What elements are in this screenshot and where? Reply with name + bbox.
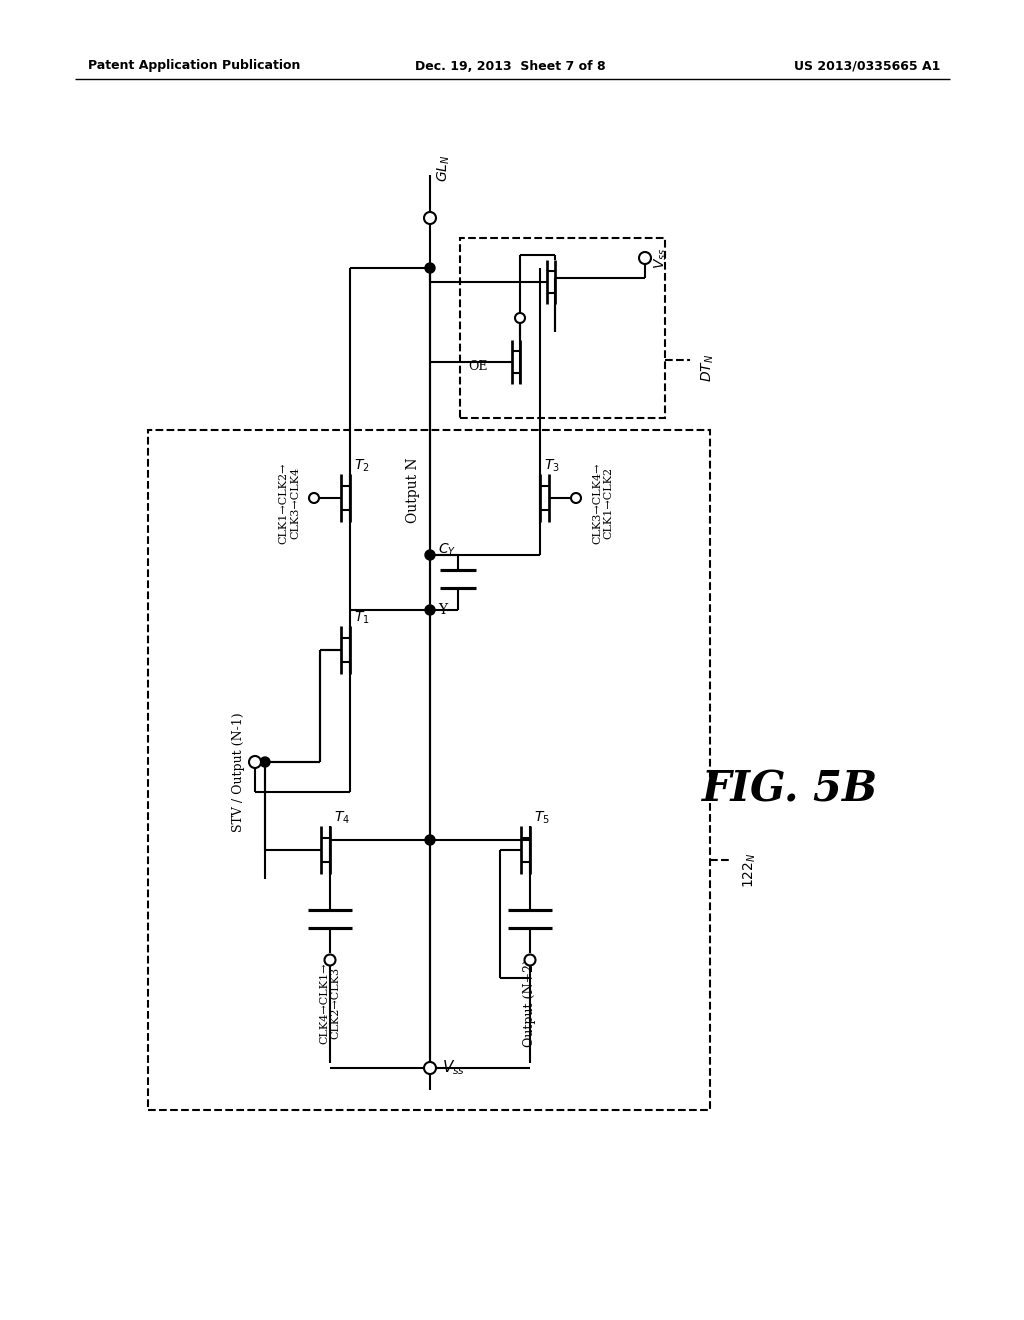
Text: $DT_N$: $DT_N$ [700, 354, 717, 381]
Circle shape [249, 756, 261, 768]
Text: $V_{ss}$: $V_{ss}$ [442, 1059, 465, 1077]
Text: OE: OE [469, 360, 488, 374]
Text: CLK4→CLK1→
CLK2→CLK3: CLK4→CLK1→ CLK2→CLK3 [319, 962, 341, 1044]
Text: CLK3→CLK4→
CLK1→CLK2: CLK3→CLK4→ CLK1→CLK2 [592, 462, 613, 544]
Text: $122_N$: $122_N$ [742, 853, 759, 888]
Text: FIG. 5B: FIG. 5B [701, 770, 878, 810]
Text: $T_3$: $T_3$ [544, 458, 560, 474]
Text: Dec. 19, 2013  Sheet 7 of 8: Dec. 19, 2013 Sheet 7 of 8 [415, 59, 605, 73]
Text: $T_5$: $T_5$ [534, 809, 550, 826]
Circle shape [515, 313, 525, 323]
Text: Output (N+2): Output (N+2) [523, 960, 537, 1047]
Circle shape [639, 252, 651, 264]
Circle shape [260, 756, 270, 767]
Text: $T_4$: $T_4$ [334, 809, 350, 826]
Text: STV / Output (N-1): STV / Output (N-1) [232, 713, 245, 832]
Circle shape [571, 492, 581, 503]
Circle shape [425, 263, 435, 273]
Text: US 2013/0335665 A1: US 2013/0335665 A1 [794, 59, 940, 73]
Text: $GL_N$: $GL_N$ [436, 154, 453, 182]
Text: $C_Y$: $C_Y$ [438, 541, 457, 558]
Circle shape [424, 213, 436, 224]
Text: CLK1→CLK2→
CLK3→CLK4: CLK1→CLK2→ CLK3→CLK4 [279, 462, 300, 544]
Text: Output N: Output N [406, 457, 420, 523]
Text: $T_2$: $T_2$ [354, 458, 370, 474]
Circle shape [425, 550, 435, 560]
Circle shape [425, 605, 435, 615]
Text: Patent Application Publication: Patent Application Publication [88, 59, 300, 73]
Text: $T_1$: $T_1$ [354, 610, 370, 626]
Circle shape [524, 954, 536, 965]
Text: Y: Y [438, 603, 447, 616]
Circle shape [424, 1063, 436, 1074]
Text: $V_{ss}$: $V_{ss}$ [653, 247, 670, 269]
Circle shape [325, 954, 336, 965]
Circle shape [309, 492, 319, 503]
Circle shape [425, 836, 435, 845]
